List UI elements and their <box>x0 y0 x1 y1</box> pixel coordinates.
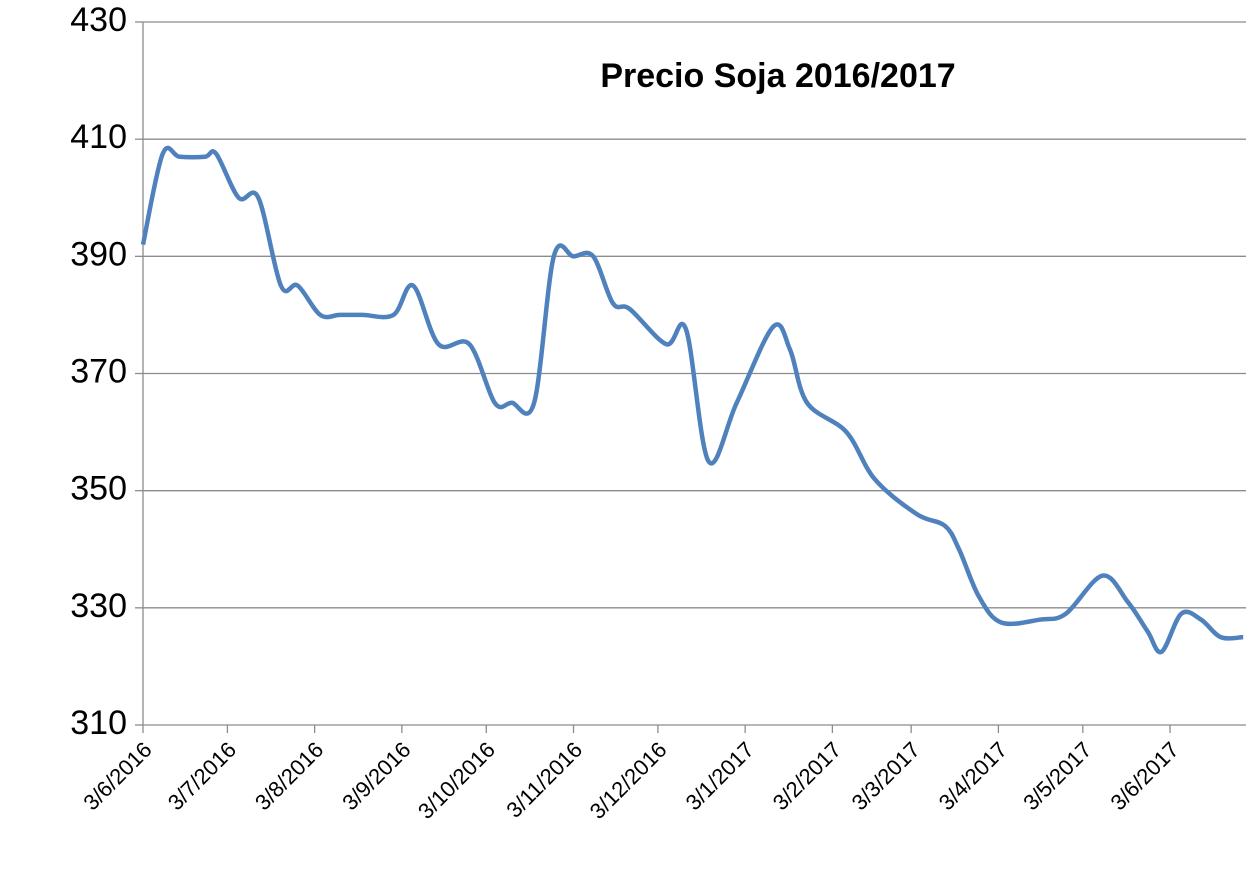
x-tick-label: 3/11/2016 <box>501 737 587 823</box>
y-tick-label: 370 <box>70 352 127 390</box>
x-tick-label: 3/6/2016 <box>78 737 156 815</box>
x-tick-label: 3/9/2016 <box>337 737 415 815</box>
y-tick-label: 410 <box>70 118 127 156</box>
y-tick-label: 390 <box>70 235 127 273</box>
line-series <box>140 145 1244 655</box>
chart-title: Precio Soja 2016/2017 <box>600 57 955 95</box>
x-tick-label: 3/6/2017 <box>1105 737 1183 815</box>
x-tick-label: 3/3/2017 <box>847 737 925 815</box>
x-tick-label: 3/8/2016 <box>250 737 328 815</box>
x-tick-label: 3/12/2016 <box>585 737 672 824</box>
y-tick-label: 430 <box>70 1 127 39</box>
x-tick-label: 3/4/2017 <box>934 737 1012 815</box>
y-tick-label: 350 <box>70 470 127 508</box>
x-tick-label: 3/10/2016 <box>413 737 500 824</box>
x-tick-label: 3/5/2017 <box>1018 737 1096 815</box>
y-tick-label: 310 <box>70 704 127 742</box>
y-tick-label: 330 <box>70 587 127 625</box>
x-tick-label: 3/7/2016 <box>163 737 241 815</box>
x-tick-label: 3/2/2017 <box>768 737 846 815</box>
x-tick-label: 3/1/2017 <box>681 737 759 815</box>
